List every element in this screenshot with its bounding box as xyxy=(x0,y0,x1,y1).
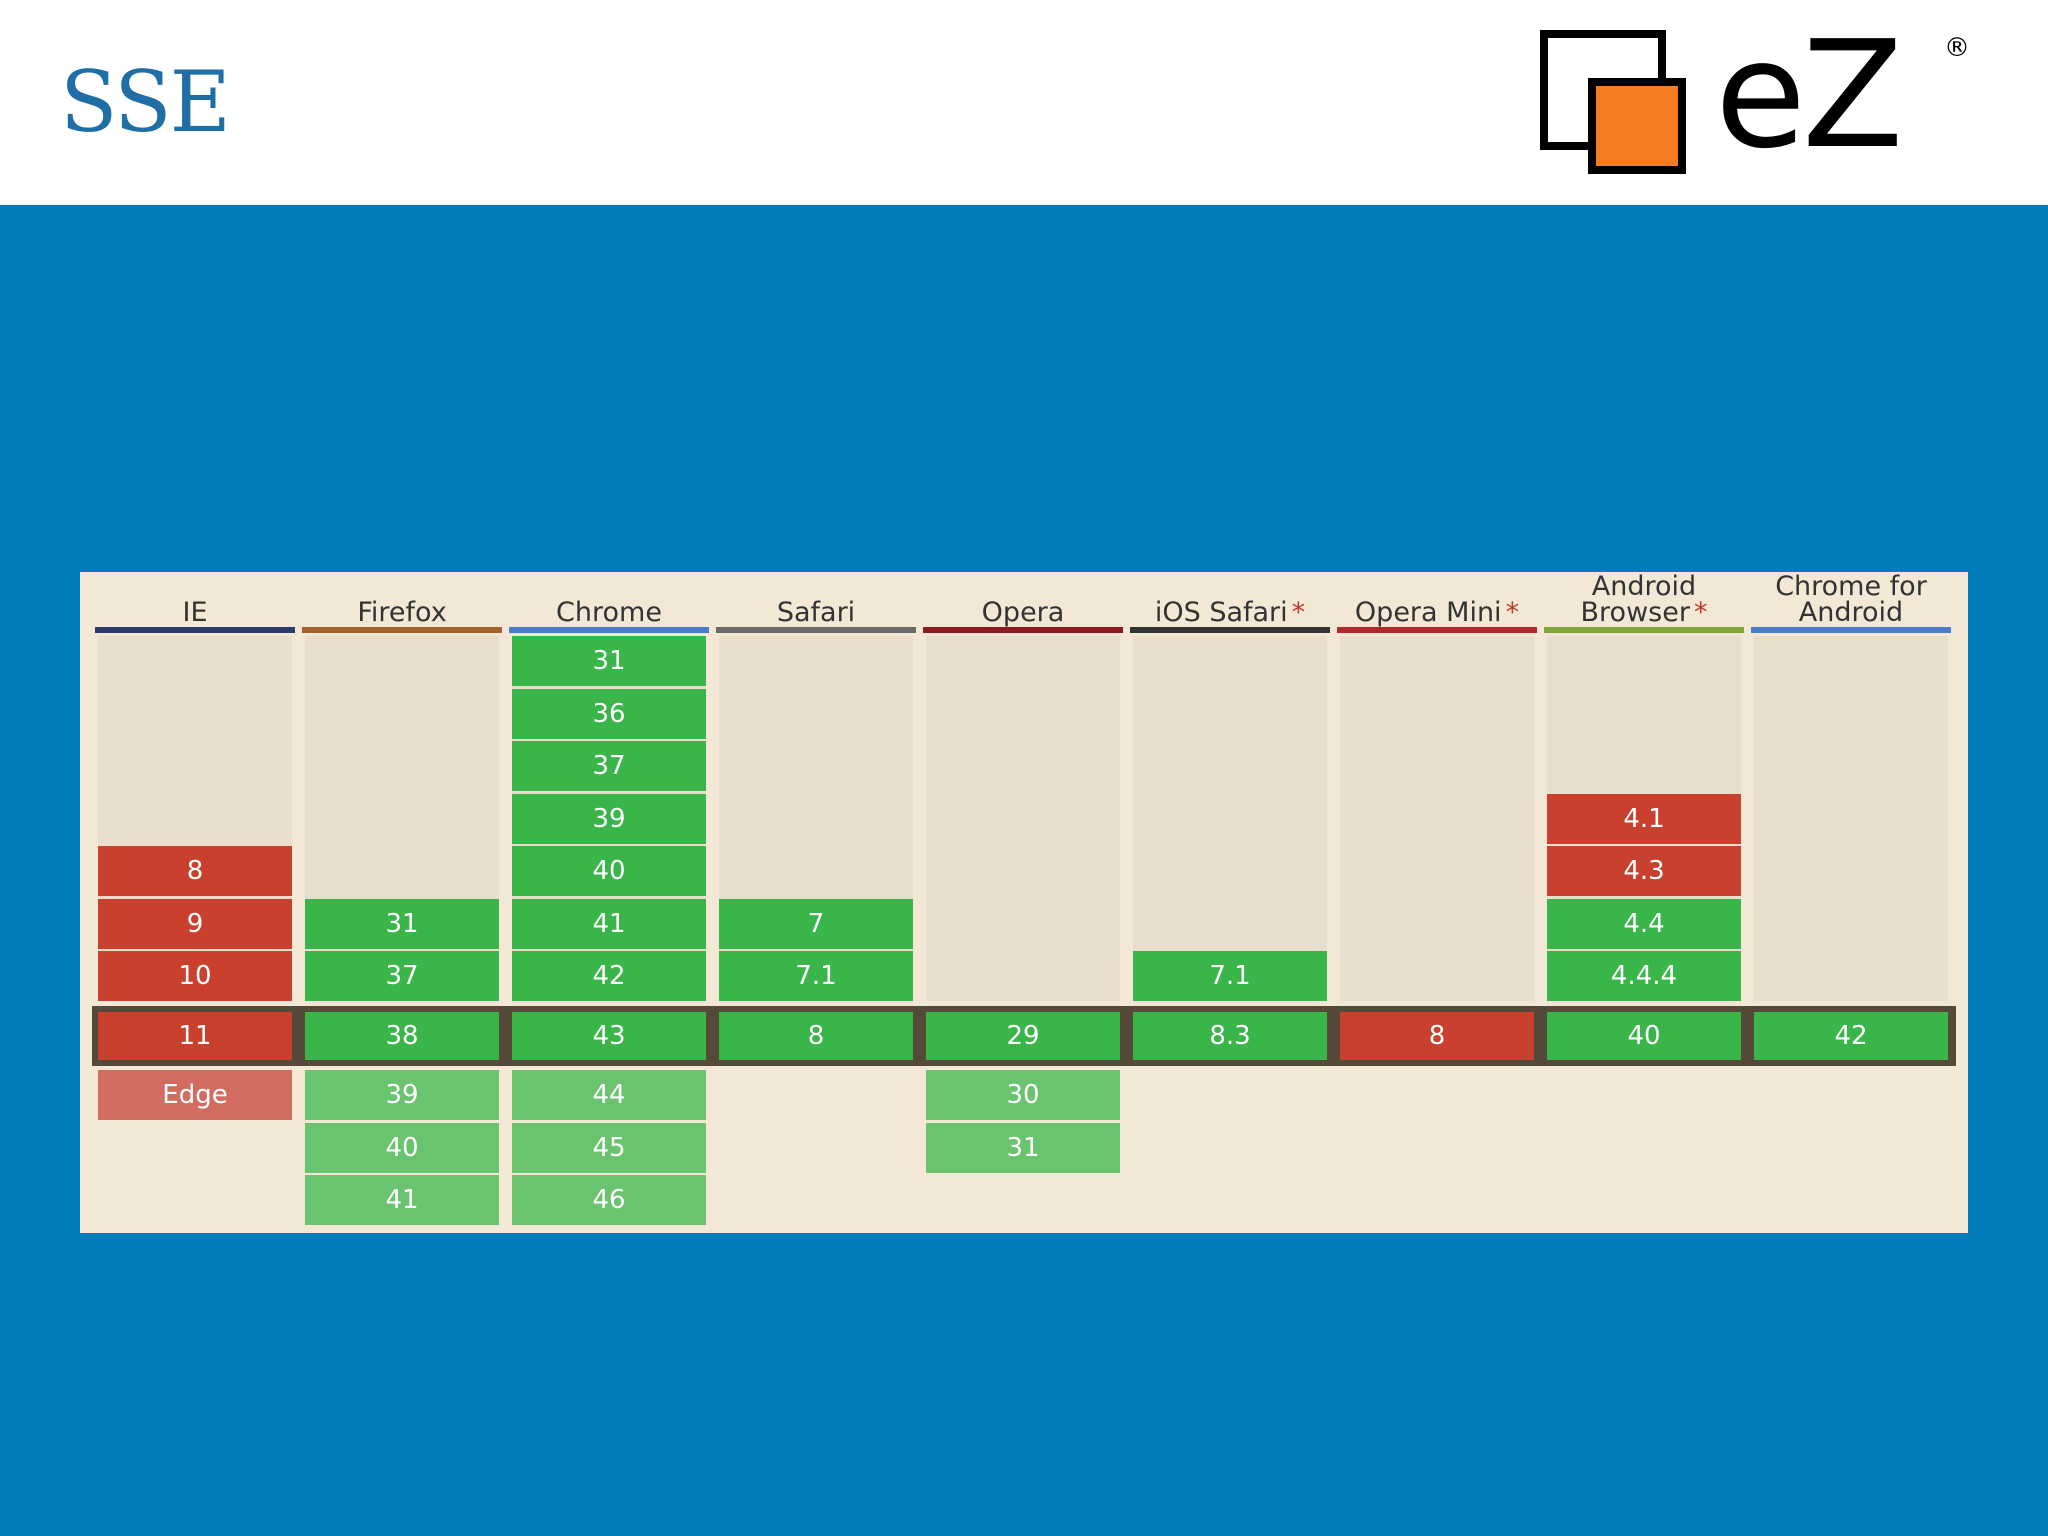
version-cell: 41 xyxy=(512,898,706,949)
version-cell: 4.1 xyxy=(1547,793,1741,844)
browser-name: Firefox xyxy=(302,572,502,632)
future-version-cell: 41 xyxy=(305,1175,499,1225)
column-background xyxy=(1340,636,1534,1001)
browser-name: Chrome for Android xyxy=(1751,572,1951,632)
version-cell: 10 xyxy=(98,951,292,1001)
browser-name: iOS Safari * xyxy=(1130,572,1330,632)
future-version-cell: 46 xyxy=(512,1175,706,1225)
current-version-cell: 11 xyxy=(98,1012,292,1060)
current-version-cell: 8 xyxy=(719,1012,913,1060)
footnote-asterisk: * xyxy=(1693,597,1708,628)
future-version-cell: 40 xyxy=(305,1122,499,1173)
browser-name-label: Android Browser xyxy=(1580,571,1697,628)
version-cell: 37 xyxy=(305,951,499,1001)
version-cell: 4.3 xyxy=(1547,846,1741,896)
version-cell: 31 xyxy=(305,898,499,949)
browser-name-label: Safari xyxy=(776,597,856,628)
column-background xyxy=(926,636,1120,1001)
version-cell: 42 xyxy=(512,951,706,1001)
current-version-cell: 29 xyxy=(926,1012,1120,1060)
version-cell: 9 xyxy=(98,898,292,949)
browser-name-label: Chrome for Android xyxy=(1775,571,1927,628)
future-version-cell: 44 xyxy=(512,1070,706,1120)
browser-support-table: IE 8 9 10 11 Edge Firefox 31 37 38 39 40 41 Chrome 31 3… xyxy=(80,572,1968,1233)
browser-name-label: Opera Mini xyxy=(1354,597,1502,628)
browser-color-bar xyxy=(1337,627,1537,633)
browser-color-bar xyxy=(716,627,916,633)
current-version-cell: 8.3 xyxy=(1133,1012,1327,1060)
browser-name: Android Browser * xyxy=(1544,572,1744,632)
version-cell: 39 xyxy=(512,793,706,844)
column-background xyxy=(1133,636,1327,1001)
version-cell: 36 xyxy=(512,688,706,739)
browser-color-bar xyxy=(923,627,1123,633)
version-cell: 7.1 xyxy=(1133,951,1327,1001)
browser-name-label: iOS Safari xyxy=(1154,597,1288,628)
future-version-cell: 31 xyxy=(926,1122,1120,1173)
browser-name-label: Chrome xyxy=(556,597,662,628)
browser-name: Opera Mini * xyxy=(1337,572,1537,632)
current-version-cell: 38 xyxy=(305,1012,499,1060)
version-cell: 31 xyxy=(512,636,706,686)
column-background xyxy=(1754,636,1948,1001)
browser-name: Safari xyxy=(716,572,916,632)
logo-text: eZ xyxy=(1715,26,1899,176)
logo-registered: ® xyxy=(1944,33,1970,63)
version-cell: 4.4 xyxy=(1547,898,1741,949)
future-version-cell: Edge xyxy=(98,1070,292,1120)
footnote-asterisk: * xyxy=(1505,597,1520,628)
version-cell: 8 xyxy=(98,846,292,896)
browser-color-bar xyxy=(302,627,502,633)
ez-logo-icon: eZ ® xyxy=(1540,26,1970,176)
browser-name-label: IE xyxy=(182,597,208,628)
future-version-cell: 39 xyxy=(305,1070,499,1120)
header: SSE eZ ® xyxy=(0,0,2048,205)
version-cell: 40 xyxy=(512,846,706,896)
browser-color-bar xyxy=(1130,627,1330,633)
version-cell: 4.4.4 xyxy=(1547,951,1741,1001)
current-version-cell: 40 xyxy=(1547,1012,1741,1060)
version-cell: 7.1 xyxy=(719,951,913,1001)
browser-name: Opera xyxy=(923,572,1123,632)
future-version-cell: 45 xyxy=(512,1122,706,1173)
browser-name: Chrome xyxy=(509,572,709,632)
browser-color-bar xyxy=(95,627,295,633)
browser-color-bar xyxy=(509,627,709,633)
version-cell: 7 xyxy=(719,898,913,949)
page-title: SSE xyxy=(60,53,231,151)
browser-name-label: Opera xyxy=(981,597,1065,628)
browser-color-bar xyxy=(1751,627,1951,633)
current-version-cell: 43 xyxy=(512,1012,706,1060)
version-cell: 37 xyxy=(512,741,706,791)
current-version-cell: 42 xyxy=(1754,1012,1948,1060)
browser-name: IE xyxy=(95,572,295,632)
footnote-asterisk: * xyxy=(1291,597,1306,628)
browser-name-label: Firefox xyxy=(357,597,447,628)
future-version-cell: 30 xyxy=(926,1070,1120,1120)
current-version-cell: 8 xyxy=(1340,1012,1534,1060)
browser-color-bar xyxy=(1544,627,1744,633)
